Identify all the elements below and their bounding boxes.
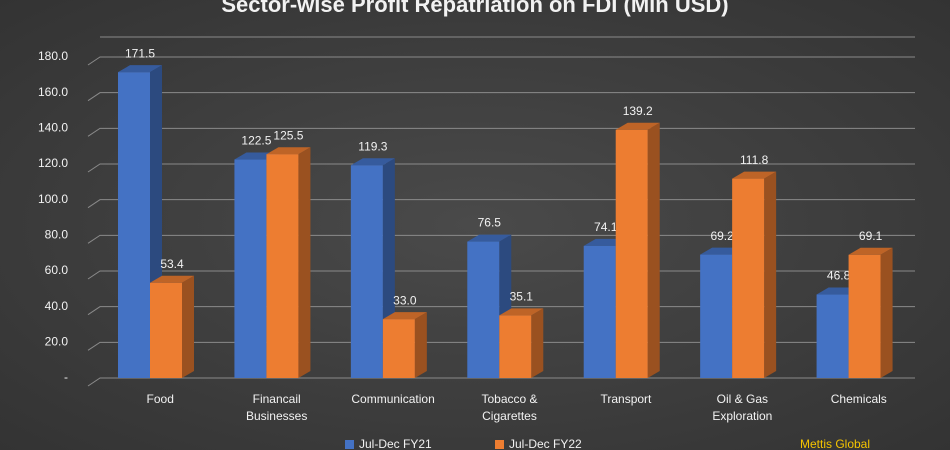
- x-tick-label: Tobacco & Cigarettes: [481, 392, 538, 423]
- grid-line: [87, 163, 915, 173]
- bar: [700, 254, 733, 378]
- bar-side: [880, 247, 893, 378]
- bar: [583, 245, 616, 378]
- bar-side: [647, 122, 660, 378]
- bar: [350, 165, 383, 378]
- bar-top: [467, 234, 512, 242]
- y-tick-label: 120.0: [38, 156, 68, 170]
- grid-line: [87, 127, 915, 137]
- watermark: Mettis Global: [800, 437, 870, 450]
- chart-title: Sector-wise Profit Repatriation on FDI (…: [221, 0, 728, 17]
- data-label: 46.8: [827, 269, 851, 283]
- grid-line: [87, 199, 915, 209]
- grid-line: [87, 377, 915, 387]
- x-tick-label: Chemicals: [830, 392, 887, 406]
- data-label: 76.5: [478, 216, 502, 230]
- y-tick-label: 180.0: [38, 49, 68, 63]
- y-tick-label: 160.0: [38, 85, 68, 99]
- data-label: 125.5: [273, 128, 303, 142]
- x-tick-label: Transport: [600, 392, 652, 406]
- y-tick-label: 40.0: [45, 299, 69, 313]
- bar-top: [350, 158, 395, 166]
- bar-side: [182, 275, 194, 378]
- legend-swatch: [345, 440, 354, 449]
- bar: [499, 315, 532, 378]
- bar: [118, 72, 150, 379]
- bar-side: [414, 312, 427, 378]
- x-tick-label: Financail Businesses: [245, 392, 308, 423]
- data-label: 69.2: [710, 229, 734, 243]
- data-label: 139.2: [623, 104, 653, 118]
- data-label: 74.1: [594, 220, 618, 234]
- bar-top: [118, 65, 162, 73]
- y-tick-label: 140.0: [38, 121, 68, 135]
- grid-line: [87, 56, 915, 66]
- grid-line: [87, 92, 915, 102]
- bar: [816, 294, 849, 378]
- bar: [234, 159, 267, 378]
- data-label: 33.0: [393, 293, 417, 307]
- y-tick-label: -: [64, 370, 68, 384]
- y-tick-label: 100.0: [38, 192, 68, 206]
- bar: [150, 282, 182, 378]
- data-label: 69.1: [859, 229, 883, 243]
- bar-top: [382, 312, 427, 320]
- x-tick-label: Oil & Gas Exploration: [712, 392, 773, 423]
- bar-side: [764, 171, 777, 378]
- bar: [467, 241, 500, 378]
- bar: [848, 254, 881, 378]
- bar: [615, 129, 648, 378]
- data-label: 35.1: [510, 290, 534, 304]
- y-tick-label: 60.0: [45, 263, 69, 277]
- bar-side: [298, 147, 311, 378]
- legend-label: Jul-Dec FY21: [359, 437, 432, 450]
- data-label: 111.8: [740, 153, 769, 167]
- x-tick-label: Communication: [351, 392, 435, 406]
- data-label: 171.5: [125, 46, 155, 60]
- bar-side: [531, 308, 544, 378]
- y-tick-label: 20.0: [45, 335, 69, 349]
- bar-top: [499, 308, 544, 316]
- x-tick-label: Food: [146, 392, 174, 406]
- y-tick-label: 80.0: [45, 228, 69, 242]
- bar-top: [150, 275, 194, 283]
- bar: [382, 319, 415, 378]
- legend-label: Jul-Dec FY22: [509, 437, 582, 450]
- legend-swatch: [495, 440, 504, 449]
- bar-top: [615, 122, 660, 130]
- bar-top: [732, 171, 777, 179]
- data-label: 119.3: [358, 139, 387, 153]
- bar-top: [266, 147, 311, 155]
- bar: [732, 178, 765, 378]
- data-label: 122.5: [241, 134, 271, 148]
- data-label: 53.4: [160, 257, 184, 271]
- bar: [266, 154, 299, 378]
- bar-top: [848, 247, 893, 255]
